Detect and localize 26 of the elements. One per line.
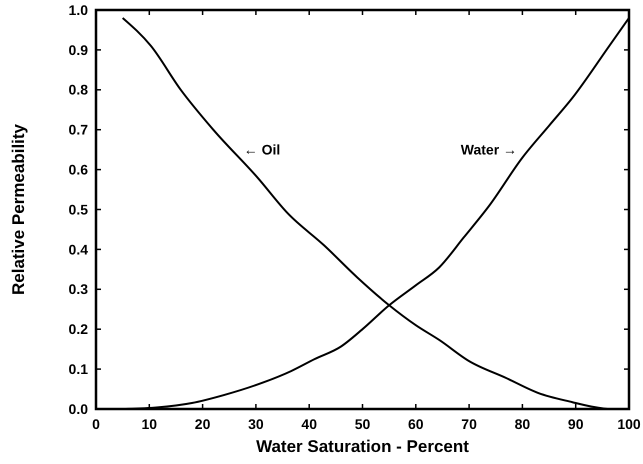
annotation: ← Oil (244, 142, 280, 158)
x-tick-label: 30 (248, 416, 264, 432)
y-tick-label: 0.5 (68, 201, 88, 218)
y-tick-label: 0.7 (68, 122, 88, 138)
annotation: Water → (460, 142, 518, 158)
y-tick-label: 0.0 (68, 400, 88, 417)
x-tick-label: 90 (568, 416, 584, 432)
x-tick-label: 40 (301, 416, 318, 432)
y-axis-title: Relative Permeability (9, 123, 28, 296)
x-tick-label: 50 (354, 416, 370, 432)
x-tick-label: 80 (514, 416, 530, 432)
y-tick-label: 0.2 (68, 321, 88, 338)
y-tick-label: 0.4 (68, 241, 88, 258)
x-tick-label: 10 (142, 416, 158, 432)
y-tick-label: 0.8 (68, 82, 88, 98)
x-tick-label: 60 (408, 416, 424, 432)
x-tick-label: 0 (92, 416, 100, 432)
x-tick-label: 20 (194, 416, 211, 432)
y-tick-label: 0.9 (68, 42, 88, 58)
x-tick-label: 100 (617, 416, 641, 432)
y-tick-label: 0.1 (68, 361, 88, 377)
x-tick-label: 70 (461, 416, 478, 432)
y-tick-label: 0.6 (68, 162, 88, 178)
x-axis-title: Water Saturation - Percent (256, 437, 470, 456)
y-tick-label: 0.3 (68, 281, 88, 298)
y-tick-label: 1.0 (68, 2, 88, 18)
